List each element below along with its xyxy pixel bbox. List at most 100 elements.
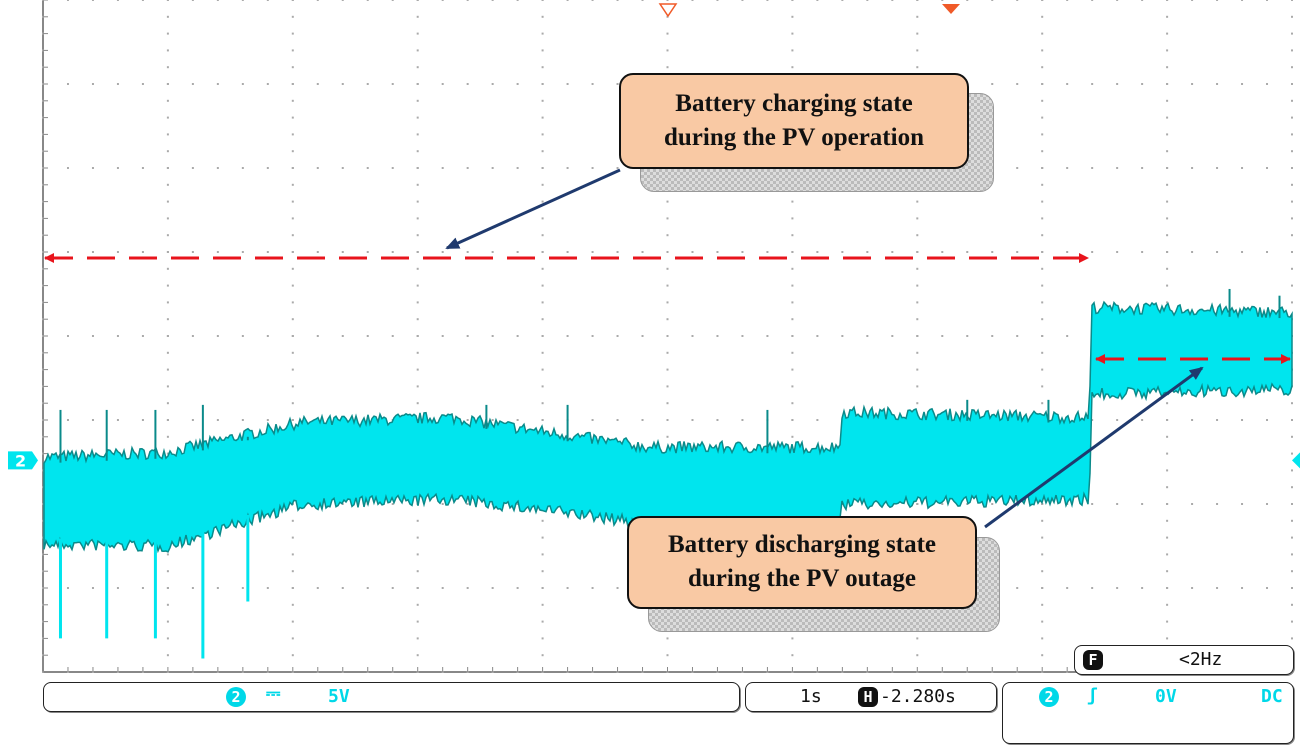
grid-dot <box>1091 83 1094 85</box>
grid-dot <box>491 251 494 253</box>
grid-dot <box>1041 351 1044 354</box>
dc-coupling-icon: ⎓ <box>266 683 281 704</box>
grid-dot <box>1166 183 1169 186</box>
grid-dot <box>541 603 544 606</box>
grid-dot <box>1166 217 1169 220</box>
grid-dot <box>116 83 119 85</box>
grid-dot <box>466 167 469 169</box>
grid-dot <box>916 267 919 270</box>
grid-dot <box>166 284 169 287</box>
grid-dot <box>791 385 794 388</box>
grid-dot <box>291 519 294 522</box>
grid-dot <box>1116 167 1119 169</box>
grid-dot <box>616 419 619 421</box>
grid-dot <box>1041 217 1044 220</box>
grid-dot <box>1291 251 1293 253</box>
grid-dot <box>991 251 994 253</box>
grid-dot <box>941 335 944 337</box>
grid-dot <box>1291 435 1293 438</box>
grid-dot <box>1291 15 1293 18</box>
grid-dot <box>166 99 169 102</box>
grid-dot <box>591 587 594 589</box>
grid-dot <box>1041 0 1044 1</box>
timebase-panel[interactable]: 1s H -2.280s <box>745 682 997 712</box>
grid-dot <box>1041 66 1044 69</box>
grid-dot <box>666 301 669 304</box>
grid-dot <box>616 335 619 337</box>
grid-dot <box>66 419 69 421</box>
grid-dot <box>541 402 544 405</box>
grid-dot <box>916 503 919 505</box>
grid-dot <box>541 519 544 522</box>
grid-dot <box>1216 167 1219 169</box>
grid-dot <box>1291 83 1293 85</box>
grid-dot <box>941 251 944 253</box>
grid-dot <box>1166 587 1169 589</box>
grid-dot <box>1016 0 1019 1</box>
grid-dot <box>566 251 569 253</box>
channel-marker-label: 2 <box>15 451 26 470</box>
grid-dot <box>416 66 419 69</box>
grid-dot <box>91 167 94 169</box>
grid-dot <box>1041 200 1044 203</box>
grid-dot <box>416 570 419 573</box>
grid-dot <box>291 83 294 85</box>
grid-dot <box>541 167 544 169</box>
grid-dot <box>541 217 544 220</box>
trigger-panel[interactable]: 2 ʃ 0V DC <box>1002 682 1294 744</box>
grid-dot <box>166 553 169 556</box>
grid-dot <box>541 301 544 304</box>
grid-dot <box>641 335 644 337</box>
trigger-level: 0V <box>1155 686 1177 707</box>
grid-dot <box>1116 83 1119 85</box>
grid-dot <box>141 0 144 1</box>
grid-dot <box>1041 570 1044 573</box>
trigger-source-icon: 2 <box>1039 687 1059 707</box>
grid-dot <box>416 385 419 388</box>
grid-dot <box>416 83 419 85</box>
grid-dot <box>816 335 819 337</box>
grid-dot <box>1291 519 1293 522</box>
grid-dot <box>916 32 919 35</box>
grid-dot <box>316 0 319 1</box>
grid-dot <box>241 251 244 253</box>
grid-dot <box>416 284 419 287</box>
grid-dot <box>1066 335 1069 337</box>
grid-dot <box>666 368 669 371</box>
grid-dot <box>216 83 219 85</box>
grid-dot <box>666 267 669 270</box>
grid-dot <box>591 0 594 1</box>
grid-dot <box>841 335 844 337</box>
grid-dot <box>416 167 419 169</box>
grid-dot <box>1041 15 1044 18</box>
grid-dot <box>1066 0 1069 1</box>
grid-dot <box>1041 267 1044 270</box>
grid-dot <box>441 503 444 505</box>
charging-pointer-arrow <box>445 168 621 250</box>
grid-dot <box>1141 167 1144 169</box>
grid-dot <box>916 637 919 640</box>
grid-dot <box>416 318 419 321</box>
grid-dot <box>1041 251 1044 253</box>
grid-dot <box>416 234 419 237</box>
grid-dot <box>1041 587 1044 589</box>
grid-dot <box>1291 150 1293 153</box>
grid-dot <box>1166 435 1169 438</box>
grid-dot <box>916 402 919 405</box>
grid-dot <box>691 419 694 421</box>
grid-dot <box>166 419 169 421</box>
grid-dot <box>491 83 494 85</box>
channel-panel[interactable]: 2 ⎓ 5V <box>43 682 740 712</box>
grid-dot <box>166 452 169 455</box>
grid-dot <box>416 116 419 119</box>
grid-dot <box>166 183 169 186</box>
grid-dot <box>291 419 294 421</box>
grid-dot <box>166 49 169 52</box>
grid-dot <box>591 335 594 337</box>
grid-dot <box>1266 503 1269 505</box>
grid-dot <box>866 0 869 1</box>
grid-dot <box>791 335 794 337</box>
grid-dot <box>1166 234 1169 237</box>
grid-dot <box>916 284 919 287</box>
grid-dot <box>541 49 544 52</box>
